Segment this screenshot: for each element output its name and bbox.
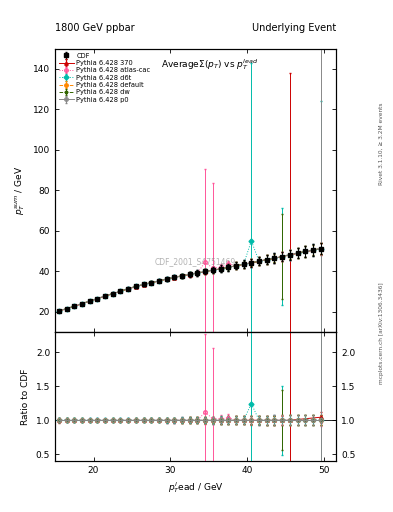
Text: mcplots.cern.ch [arXiv:1306.3436]: mcplots.cern.ch [arXiv:1306.3436] <box>379 282 384 383</box>
Legend: CDF, Pythia 6.428 370, Pythia 6.428 atlas-cac, Pythia 6.428 d6t, Pythia 6.428 de: CDF, Pythia 6.428 370, Pythia 6.428 atla… <box>58 52 152 104</box>
Y-axis label: Ratio to CDF: Ratio to CDF <box>21 368 30 424</box>
Text: Average$\Sigma(p_T)$ vs $p_T^{lead}$: Average$\Sigma(p_T)$ vs $p_T^{lead}$ <box>161 57 258 72</box>
Text: Underlying Event: Underlying Event <box>252 23 336 33</box>
Text: Rivet 3.1.10, ≥ 3.2M events: Rivet 3.1.10, ≥ 3.2M events <box>379 102 384 185</box>
Text: 1800 GeV ppbar: 1800 GeV ppbar <box>55 23 135 33</box>
Y-axis label: $p_T^{sum}$ / GeV: $p_T^{sum}$ / GeV <box>14 166 28 215</box>
Text: CDF_2001_S4751469: CDF_2001_S4751469 <box>155 257 236 266</box>
X-axis label: $p_T^{l}$ead / GeV: $p_T^{l}$ead / GeV <box>167 480 224 495</box>
